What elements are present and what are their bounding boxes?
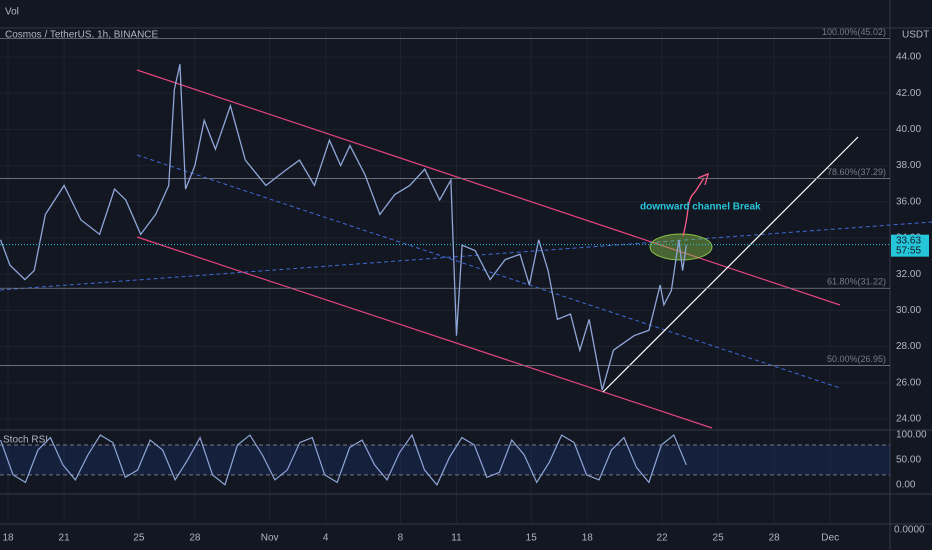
volume-label: Vol (5, 7, 19, 18)
y-tick-label: 24.00 (896, 414, 921, 425)
fib-label: 78.60%(37.29) (827, 167, 886, 177)
countdown-label: 57:55 (896, 245, 921, 256)
stoch-band (0, 445, 890, 475)
arrow-head (697, 172, 709, 186)
uptrend-line (602, 136, 859, 393)
y-tick-label: 42.00 (896, 88, 921, 99)
x-tick-label: 28 (769, 533, 781, 544)
x-tick-label: 15 (526, 533, 538, 544)
channel-top (136, 69, 841, 306)
bottom-tick-label: 0.0000 (894, 525, 925, 536)
y-tick-label: 44.00 (896, 52, 921, 63)
stoch-line (0, 433, 687, 486)
fib-label: 50.00%(26.95) (827, 354, 886, 364)
x-tick-label: 8 (398, 533, 404, 544)
x-tick-label: Nov (261, 533, 279, 544)
x-tick-label: 18 (582, 533, 594, 544)
stoch-tick-label: 50.00 (896, 455, 921, 466)
y-tick-label: 36.00 (896, 196, 921, 207)
x-tick-label: 25 (133, 533, 145, 544)
fib-label: 100.00%(45.02) (822, 27, 886, 37)
grid (0, 30, 890, 524)
y-tick-label: 26.00 (896, 377, 921, 388)
channel-bottom (136, 236, 713, 429)
last-price-label: 33.63 (896, 235, 921, 246)
x-tick-label: 4 (323, 533, 329, 544)
stoch-tick-label: 0.00 (896, 479, 916, 490)
annotation: downward channel Break (640, 202, 761, 213)
channel-mid (136, 154, 841, 389)
stoch-label: Stoch RSI (3, 435, 48, 446)
y-tick-label: 30.00 (896, 305, 921, 316)
y-tick-label: 28.00 (896, 341, 921, 352)
fib-label: 61.80%(31.22) (827, 277, 886, 287)
x-tick-label: 25 (713, 533, 725, 544)
price-line (0, 64, 687, 391)
x-tick-label: 22 (656, 533, 668, 544)
y-tick-label: 38.00 (896, 160, 921, 171)
x-tick-label: 18 (2, 533, 14, 544)
x-tick-label: 11 (451, 533, 462, 544)
projection-arrow (682, 177, 705, 237)
currency-label: USDT (902, 30, 929, 41)
y-tick-label: 32.00 (896, 269, 921, 280)
x-tick-label: 21 (59, 533, 71, 544)
stoch-tick-label: 100.00 (896, 430, 927, 441)
drawings (0, 69, 932, 429)
x-tick-label: 28 (189, 533, 201, 544)
chart-title: Cosmos / TetherUS, 1h, BINANCE (5, 30, 159, 41)
y-tick-label: 40.00 (896, 124, 921, 135)
trend-dashed (0, 221, 932, 291)
last-price-box (891, 234, 929, 257)
x-tick-label: Dec (821, 533, 839, 544)
